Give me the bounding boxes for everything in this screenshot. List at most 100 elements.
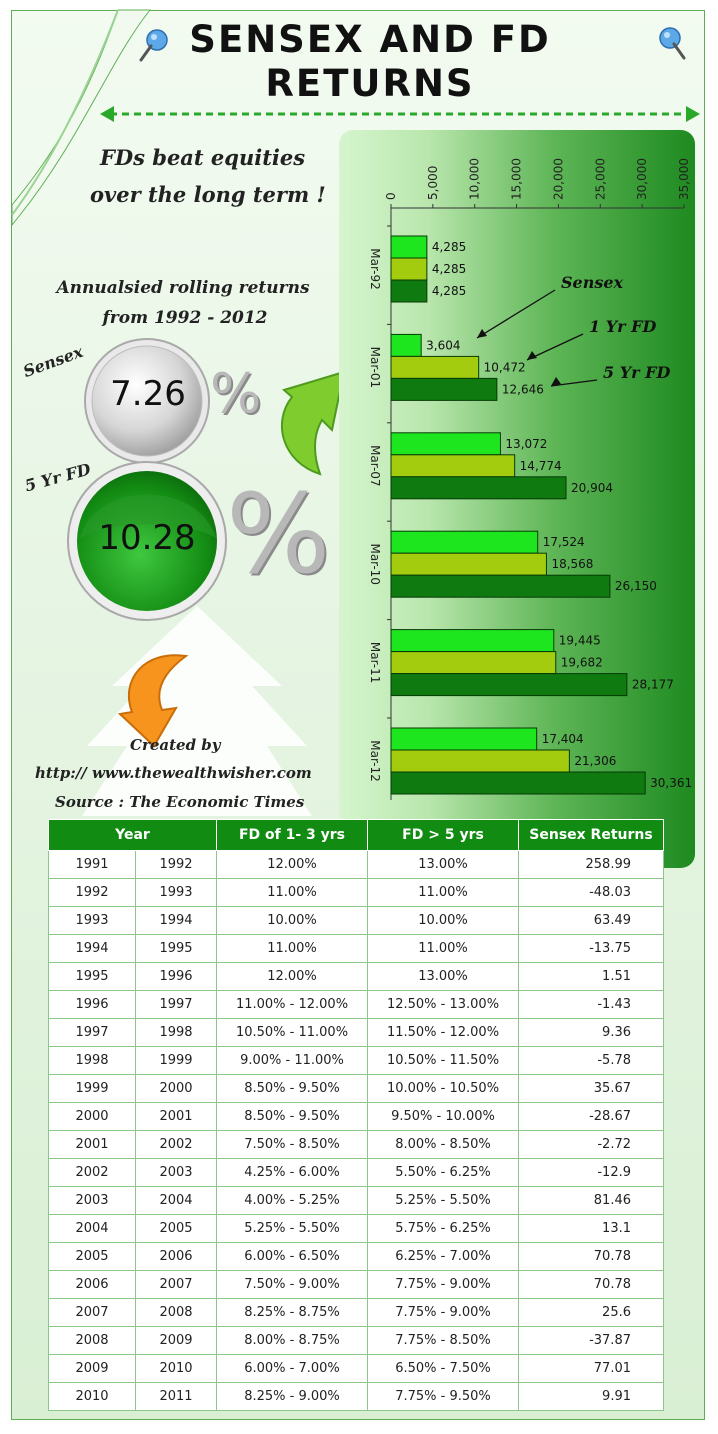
fd-return-value: 10.28: [98, 518, 196, 558]
fd-5-cell: 6.25% - 7.00%: [367, 1242, 519, 1271]
sensex-return-cell: 13.1: [518, 1214, 664, 1243]
data-label: 28,177: [632, 678, 674, 692]
fd-5-cell: 5.75% - 6.25%: [367, 1214, 519, 1243]
fd-1-3-cell: 7.50% - 8.50%: [216, 1130, 368, 1159]
fd1-bar: [390, 552, 547, 576]
fd-5-cell: 6.50% - 7.50%: [367, 1354, 519, 1383]
table-row: 2009 2010 6.00% - 7.00% 6.50% - 7.50% 77.01: [48, 1354, 664, 1383]
year-from-cell: 2003: [48, 1186, 136, 1215]
data-label: 4,285: [432, 262, 466, 276]
sensex-return-cell: 63.49: [518, 906, 664, 935]
sensex-return-cell: -2.72: [518, 1130, 664, 1159]
double-arrow-divider: [100, 106, 700, 122]
table-row: 2001 2002 7.50% - 8.50% 8.00% - 8.50% -2.72: [48, 1130, 664, 1159]
category-label: Mar-92: [368, 248, 382, 289]
fd-5-cell: 13.00%: [367, 962, 519, 991]
sensex-bar: [390, 629, 555, 653]
page-curl-decoration: [11, 9, 152, 227]
fd1-bar: [390, 257, 428, 281]
fd-5-cell: 10.00% - 10.50%: [367, 1074, 519, 1103]
table-header-row: Year FD of 1- 3 yrs FD > 5 yrs Sensex Re…: [48, 819, 664, 851]
sensex-return-cell: 81.46: [518, 1186, 664, 1215]
fd-5-cell: 7.75% - 8.50%: [367, 1326, 519, 1355]
sensex-return-cell: -1.43: [518, 990, 664, 1019]
year-to-cell: 1996: [135, 962, 217, 991]
year-from-cell: 1993: [48, 906, 136, 935]
x-tick-label: 15,000: [510, 158, 524, 200]
series-annotation: Sensex: [561, 273, 624, 292]
col-header-sensex: Sensex Returns: [518, 819, 664, 851]
fd-1-3-cell: 8.25% - 8.75%: [216, 1298, 368, 1327]
fd1-bar: [390, 749, 570, 773]
year-from-cell: 2002: [48, 1158, 136, 1187]
data-label: 21,306: [574, 754, 616, 768]
x-tick-label: 20,000: [551, 158, 565, 200]
website-url: http:// www.thewealthwisher.com: [35, 764, 312, 782]
fd-1-3-cell: 8.50% - 9.50%: [216, 1074, 368, 1103]
fd-1-3-cell: 11.00%: [216, 934, 368, 963]
sensex-return-cell: -13.75: [518, 934, 664, 963]
fd-1-3-cell: 8.00% - 8.75%: [216, 1326, 368, 1355]
table-row: 1996 1997 11.00% - 12.00% 12.50% - 13.00% -1…: [48, 990, 664, 1019]
sensex-return-cell: -37.87: [518, 1326, 664, 1355]
year-from-cell: 2009: [48, 1354, 136, 1383]
summary-heading: Annualsied rolling returns: [56, 278, 310, 298]
table-row: 1997 1998 10.50% - 11.00% 11.50% - 12.00% 9.…: [48, 1018, 664, 1047]
year-to-cell: 2011: [135, 1382, 217, 1411]
fd5-bar: [390, 771, 646, 795]
fd-1-3-cell: 5.25% - 5.50%: [216, 1214, 368, 1243]
year-to-cell: 1998: [135, 1018, 217, 1047]
table-row: 2005 2006 6.00% - 6.50% 6.25% - 7.00% 70.78: [48, 1242, 664, 1271]
fd-1-3-cell: 11.00%: [216, 878, 368, 907]
year-from-cell: 2010: [48, 1382, 136, 1411]
orange-curved-arrow-icon: [117, 654, 189, 748]
fd-5-cell: 7.75% - 9.50%: [367, 1382, 519, 1411]
series-annotation: 5 Yr FD: [603, 363, 670, 382]
summary-heading-line2: from 1992 - 2012: [102, 308, 268, 328]
table-row: 1993 1994 10.00% 10.00% 63.49: [48, 906, 664, 935]
tagline-line2: over the long term !: [90, 182, 326, 207]
year-from-cell: 2001: [48, 1130, 136, 1159]
x-tick-label: 25,000: [593, 158, 607, 200]
table-row: 1999 2000 8.50% - 9.50% 10.00% - 10.50% 35.6…: [48, 1074, 664, 1103]
fd-1-3-cell: 10.50% - 11.00%: [216, 1018, 368, 1047]
category-label: Mar-11: [368, 642, 382, 683]
fd-5-cell: 10.50% - 11.50%: [367, 1046, 519, 1075]
sensex-return-cell: -28.67: [518, 1102, 664, 1131]
fd-5-cell: 5.25% - 5.50%: [367, 1186, 519, 1215]
fd5-bar: [390, 673, 628, 697]
year-to-cell: 2000: [135, 1074, 217, 1103]
fd-5-cell: 12.50% - 13.00%: [367, 990, 519, 1019]
year-to-cell: 2002: [135, 1130, 217, 1159]
annotation-arrow: [476, 289, 556, 339]
year-to-cell: 1997: [135, 990, 217, 1019]
sensex-return-value: 7.26: [110, 374, 186, 414]
year-to-cell: 2008: [135, 1298, 217, 1327]
year-from-cell: 1991: [48, 850, 136, 879]
annotation-arrowhead: [527, 351, 537, 360]
returns-table: Year FD of 1- 3 yrs FD > 5 yrs Sensex Re…: [48, 819, 664, 1411]
table-row: 2002 2003 4.25% - 6.00% 5.50% - 6.25% -12.9: [48, 1158, 664, 1187]
year-to-cell: 2001: [135, 1102, 217, 1131]
data-label: 26,150: [615, 579, 657, 593]
tree-decoration: [82, 606, 312, 816]
fd-return-circle: [67, 461, 227, 621]
year-from-cell: 1997: [48, 1018, 136, 1047]
table-row: 2006 2007 7.50% - 9.00% 7.75% - 9.00% 70.78: [48, 1270, 664, 1299]
table-row: 1998 1999 9.00% - 11.00% 10.50% - 11.50% -5.…: [48, 1046, 664, 1075]
pushpin-icon: [659, 27, 686, 60]
data-label: 13,072: [505, 437, 547, 451]
fd-1-3-cell: 8.50% - 9.50%: [216, 1102, 368, 1131]
fd-1-3-cell: 8.25% - 9.00%: [216, 1382, 368, 1411]
source-label: Source : The Economic Times: [55, 793, 305, 811]
annotation-arrowhead: [551, 377, 561, 386]
annotation-arrow: [526, 333, 584, 361]
sensex-return-cell: 25.6: [518, 1298, 664, 1327]
data-label: 19,682: [561, 656, 603, 670]
percent-sign-large: %: [226, 470, 331, 598]
sensex-bar: [390, 235, 428, 259]
fd5-bar: [390, 476, 567, 500]
annotation-arrow: [550, 379, 598, 387]
year-from-cell: 2006: [48, 1270, 136, 1299]
sensex-return-cell: 9.91: [518, 1382, 664, 1411]
